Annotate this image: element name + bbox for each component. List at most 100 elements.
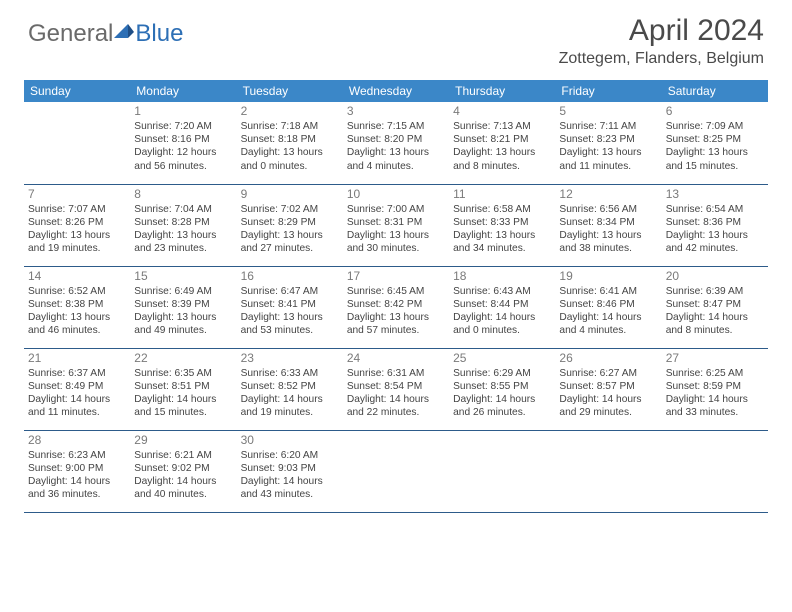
sunrise-value: 7:11 AM [600, 121, 637, 132]
sunrise-line: Sunrise: 6:21 AM [134, 449, 232, 462]
sunset-line: Sunset: 8:34 PM [559, 216, 657, 229]
sunrise-value: 6:56 AM [600, 204, 637, 215]
sunrise-line: Sunrise: 7:00 AM [347, 203, 445, 216]
sunset-value: 8:47 PM [703, 299, 741, 310]
day-number: 28 [28, 433, 126, 448]
calendar-day-cell: 6Sunrise: 7:09 AMSunset: 8:25 PMDaylight… [662, 102, 768, 184]
daylight-line: Daylight: 14 hours and 26 minutes. [453, 393, 551, 419]
daylight-line: Daylight: 14 hours and 15 minutes. [134, 393, 232, 419]
sunset-label: Sunset: [134, 463, 171, 474]
location-subtitle: Zottegem, Flanders, Belgium [559, 50, 764, 68]
sunrise-line: Sunrise: 6:20 AM [241, 449, 339, 462]
sunrise-label: Sunrise: [241, 121, 281, 132]
sunrise-line: Sunrise: 6:43 AM [453, 285, 551, 298]
day-number: 1 [134, 104, 232, 119]
sunset-value: 8:28 PM [172, 217, 210, 228]
daylight-label: Daylight: [559, 394, 601, 405]
daylight-label: Daylight: [347, 230, 389, 241]
sunset-value: 8:44 PM [491, 299, 529, 310]
sunrise-value: 6:23 AM [68, 450, 105, 461]
daylight-line: Daylight: 13 hours and 15 minutes. [666, 146, 764, 172]
sunrise-value: 6:35 AM [174, 368, 211, 379]
sunrise-label: Sunrise: [453, 121, 493, 132]
calendar-day-cell: 18Sunrise: 6:43 AMSunset: 8:44 PMDayligh… [449, 266, 555, 348]
day-number: 11 [453, 187, 551, 202]
sunrise-value: 7:13 AM [493, 121, 530, 132]
sunset-line: Sunset: 8:46 PM [559, 298, 657, 311]
sunrise-line: Sunrise: 7:11 AM [559, 120, 657, 133]
daylight-label: Daylight: [28, 394, 70, 405]
sunrise-label: Sunrise: [241, 368, 281, 379]
day-number: 22 [134, 351, 232, 366]
sunset-value: 8:31 PM [384, 217, 422, 228]
sunrise-value: 6:25 AM [706, 368, 743, 379]
sunset-label: Sunset: [28, 217, 65, 228]
sunset-label: Sunset: [28, 299, 65, 310]
calendar-day-cell: 3Sunrise: 7:15 AMSunset: 8:20 PMDaylight… [343, 102, 449, 184]
sunset-line: Sunset: 8:51 PM [134, 380, 232, 393]
sunset-value: 8:26 PM [65, 217, 103, 228]
calendar-day-cell: 15Sunrise: 6:49 AMSunset: 8:39 PMDayligh… [130, 266, 236, 348]
calendar-day-cell: 16Sunrise: 6:47 AMSunset: 8:41 PMDayligh… [237, 266, 343, 348]
daylight-label: Daylight: [347, 312, 389, 323]
calendar-day-cell: 17Sunrise: 6:45 AMSunset: 8:42 PMDayligh… [343, 266, 449, 348]
sunset-value: 8:41 PM [278, 299, 316, 310]
sunrise-value: 6:43 AM [493, 286, 530, 297]
sunset-line: Sunset: 9:00 PM [28, 462, 126, 475]
weekday-header: Monday [130, 80, 236, 102]
sunrise-label: Sunrise: [241, 204, 281, 215]
calendar-day-cell: 7Sunrise: 7:07 AMSunset: 8:26 PMDaylight… [24, 184, 130, 266]
sunrise-label: Sunrise: [28, 450, 68, 461]
day-number: 18 [453, 269, 551, 284]
sunrise-line: Sunrise: 6:31 AM [347, 367, 445, 380]
daylight-label: Daylight: [666, 230, 708, 241]
sunset-value: 8:39 PM [172, 299, 210, 310]
day-number: 2 [241, 104, 339, 119]
calendar-day-cell: 23Sunrise: 6:33 AMSunset: 8:52 PMDayligh… [237, 348, 343, 430]
sunrise-label: Sunrise: [241, 450, 281, 461]
daylight-line: Daylight: 13 hours and 57 minutes. [347, 311, 445, 337]
calendar-day-cell: 9Sunrise: 7:02 AMSunset: 8:29 PMDaylight… [237, 184, 343, 266]
weekday-header: Saturday [662, 80, 768, 102]
sunset-label: Sunset: [347, 299, 384, 310]
day-number: 21 [28, 351, 126, 366]
sunset-label: Sunset: [347, 134, 384, 145]
sunset-line: Sunset: 8:33 PM [453, 216, 551, 229]
sunset-label: Sunset: [134, 134, 171, 145]
sunrise-label: Sunrise: [453, 204, 493, 215]
daylight-line: Daylight: 14 hours and 36 minutes. [28, 475, 126, 501]
sunset-value: 9:02 PM [172, 463, 210, 474]
sunset-line: Sunset: 8:52 PM [241, 380, 339, 393]
daylight-line: Daylight: 13 hours and 8 minutes. [453, 146, 551, 172]
sunset-value: 8:33 PM [491, 217, 529, 228]
daylight-line: Daylight: 13 hours and 19 minutes. [28, 229, 126, 255]
sunrise-label: Sunrise: [347, 286, 387, 297]
sunset-value: 8:57 PM [597, 381, 635, 392]
sunset-value: 8:54 PM [384, 381, 422, 392]
sunset-line: Sunset: 8:26 PM [28, 216, 126, 229]
sunset-label: Sunset: [453, 217, 490, 228]
sunset-value: 9:03 PM [278, 463, 316, 474]
daylight-label: Daylight: [241, 394, 283, 405]
day-number: 3 [347, 104, 445, 119]
sunrise-label: Sunrise: [666, 368, 706, 379]
calendar-day-cell: 12Sunrise: 6:56 AMSunset: 8:34 PMDayligh… [555, 184, 661, 266]
sunset-label: Sunset: [347, 381, 384, 392]
daylight-line: Daylight: 14 hours and 4 minutes. [559, 311, 657, 337]
weekday-header: Wednesday [343, 80, 449, 102]
day-number: 23 [241, 351, 339, 366]
sunrise-value: 6:54 AM [706, 204, 743, 215]
sunrise-value: 6:39 AM [706, 286, 743, 297]
daylight-label: Daylight: [559, 312, 601, 323]
sunrise-label: Sunrise: [559, 121, 599, 132]
sunset-label: Sunset: [134, 299, 171, 310]
sunrise-label: Sunrise: [666, 204, 706, 215]
daylight-line: Daylight: 13 hours and 0 minutes. [241, 146, 339, 172]
sunset-line: Sunset: 8:49 PM [28, 380, 126, 393]
sunrise-value: 6:31 AM [387, 368, 424, 379]
sunset-label: Sunset: [134, 381, 171, 392]
sunset-label: Sunset: [559, 381, 596, 392]
daylight-line: Daylight: 13 hours and 23 minutes. [134, 229, 232, 255]
daylight-label: Daylight: [241, 230, 283, 241]
sunrise-label: Sunrise: [347, 204, 387, 215]
